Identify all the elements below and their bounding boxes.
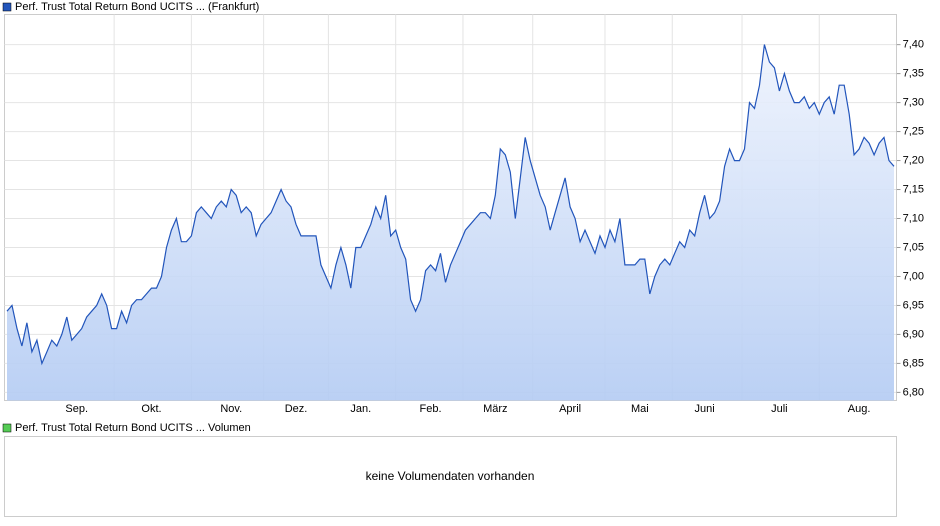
y-tick-label: 6,95 (903, 299, 924, 311)
volume-message: keine Volumendaten vorhanden (366, 469, 535, 483)
y-tick-label: 7,15 (903, 183, 924, 195)
x-tick-label: Jan. (350, 403, 371, 415)
legend-label: Perf. Trust Total Return Bond UCITS ... … (15, 1, 259, 13)
x-tick-label: Aug. (848, 403, 871, 415)
volume-panel (4, 436, 897, 517)
y-tick-label: 7,10 (903, 212, 924, 224)
line (6, 44, 895, 366)
x-tick-label: Dez. (285, 403, 308, 415)
volume-legend-swatch (2, 423, 12, 433)
y-tick-label: 6,85 (903, 357, 924, 369)
x-tick-label: Feb. (420, 403, 442, 415)
x-tick-label: Mai (631, 403, 649, 415)
y-tick-label: 7,20 (903, 154, 924, 166)
y-tick-label: 7,30 (903, 97, 924, 109)
y-tick-label: 7,05 (903, 241, 924, 253)
y-tick-label: 7,40 (903, 39, 924, 51)
x-tick-label: März (483, 403, 507, 415)
volume-legend-label: Perf. Trust Total Return Bond UCITS ... … (15, 422, 251, 434)
x-tick-label: April (559, 403, 581, 415)
x-tick-label: Juni (695, 403, 715, 415)
y-tick-label: 7,00 (903, 270, 924, 282)
watermark: ARIVA (390, 188, 470, 218)
area (7, 44, 894, 401)
y-tick-label: 7,25 (903, 125, 924, 137)
x-tick-label: Juli (771, 403, 788, 415)
legend-swatch (2, 2, 12, 12)
y-tick-label: 6,80 (903, 386, 924, 398)
x-tick-label: Sep. (65, 403, 88, 415)
y-tick-label: 7,35 (903, 68, 924, 80)
x-tick-label: Nov. (220, 403, 242, 415)
y-tick-label: 6,90 (903, 328, 924, 340)
x-tick-label: Okt. (141, 403, 161, 415)
